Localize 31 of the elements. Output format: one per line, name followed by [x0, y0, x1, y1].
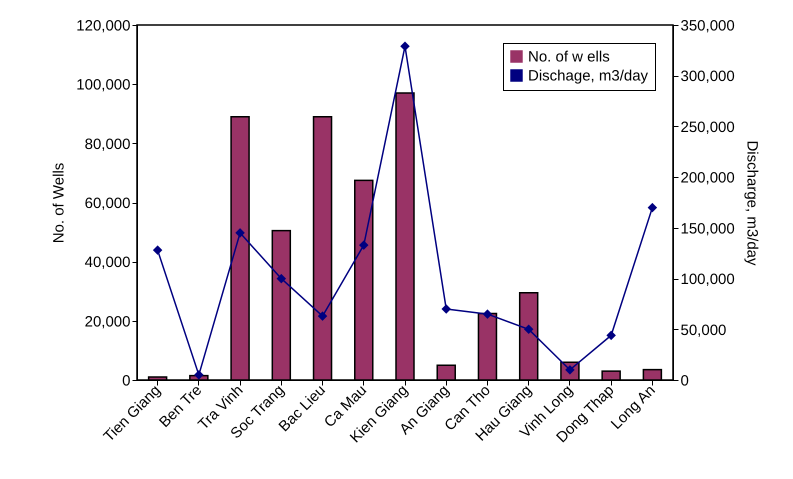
y2-tick-label: 200,000	[680, 170, 735, 187]
point	[400, 42, 410, 52]
y2-tick-label: 100,000	[680, 271, 735, 288]
point	[276, 274, 286, 284]
point	[482, 309, 492, 319]
y-axis-title: No. of Wells	[50, 162, 68, 244]
point	[194, 370, 204, 380]
y-tick-label: 60,000	[84, 195, 130, 212]
y2-tick-label: 0	[680, 372, 689, 390]
point	[606, 330, 616, 340]
point	[152, 245, 162, 255]
point	[524, 324, 534, 334]
y2-tick-label: 300,000	[680, 68, 735, 86]
y-tick-label: 100,000	[76, 76, 130, 94]
y2-axis-title: Discharge, m3/day	[744, 140, 761, 266]
legend-label: No. of w ells	[528, 48, 610, 66]
point	[318, 311, 328, 321]
y-tick-label: 40,000	[84, 254, 130, 272]
legend-label: Dischage, m3/day	[528, 68, 649, 84]
y2-tick-label: 50,000	[680, 322, 726, 339]
y2-tick-label: 250,000	[680, 118, 735, 136]
point	[359, 240, 369, 250]
y-tick-label: 80,000	[84, 136, 130, 153]
y-tick-label: 0	[122, 372, 130, 390]
y2-tick-label: 350,000	[680, 18, 735, 34]
y-tick-label: 120,000	[76, 18, 130, 34]
y-tick-label: 20,000	[84, 313, 130, 330]
point	[441, 304, 451, 314]
y2-tick-label: 150,000	[680, 220, 735, 238]
point	[235, 228, 245, 238]
point	[648, 202, 658, 212]
